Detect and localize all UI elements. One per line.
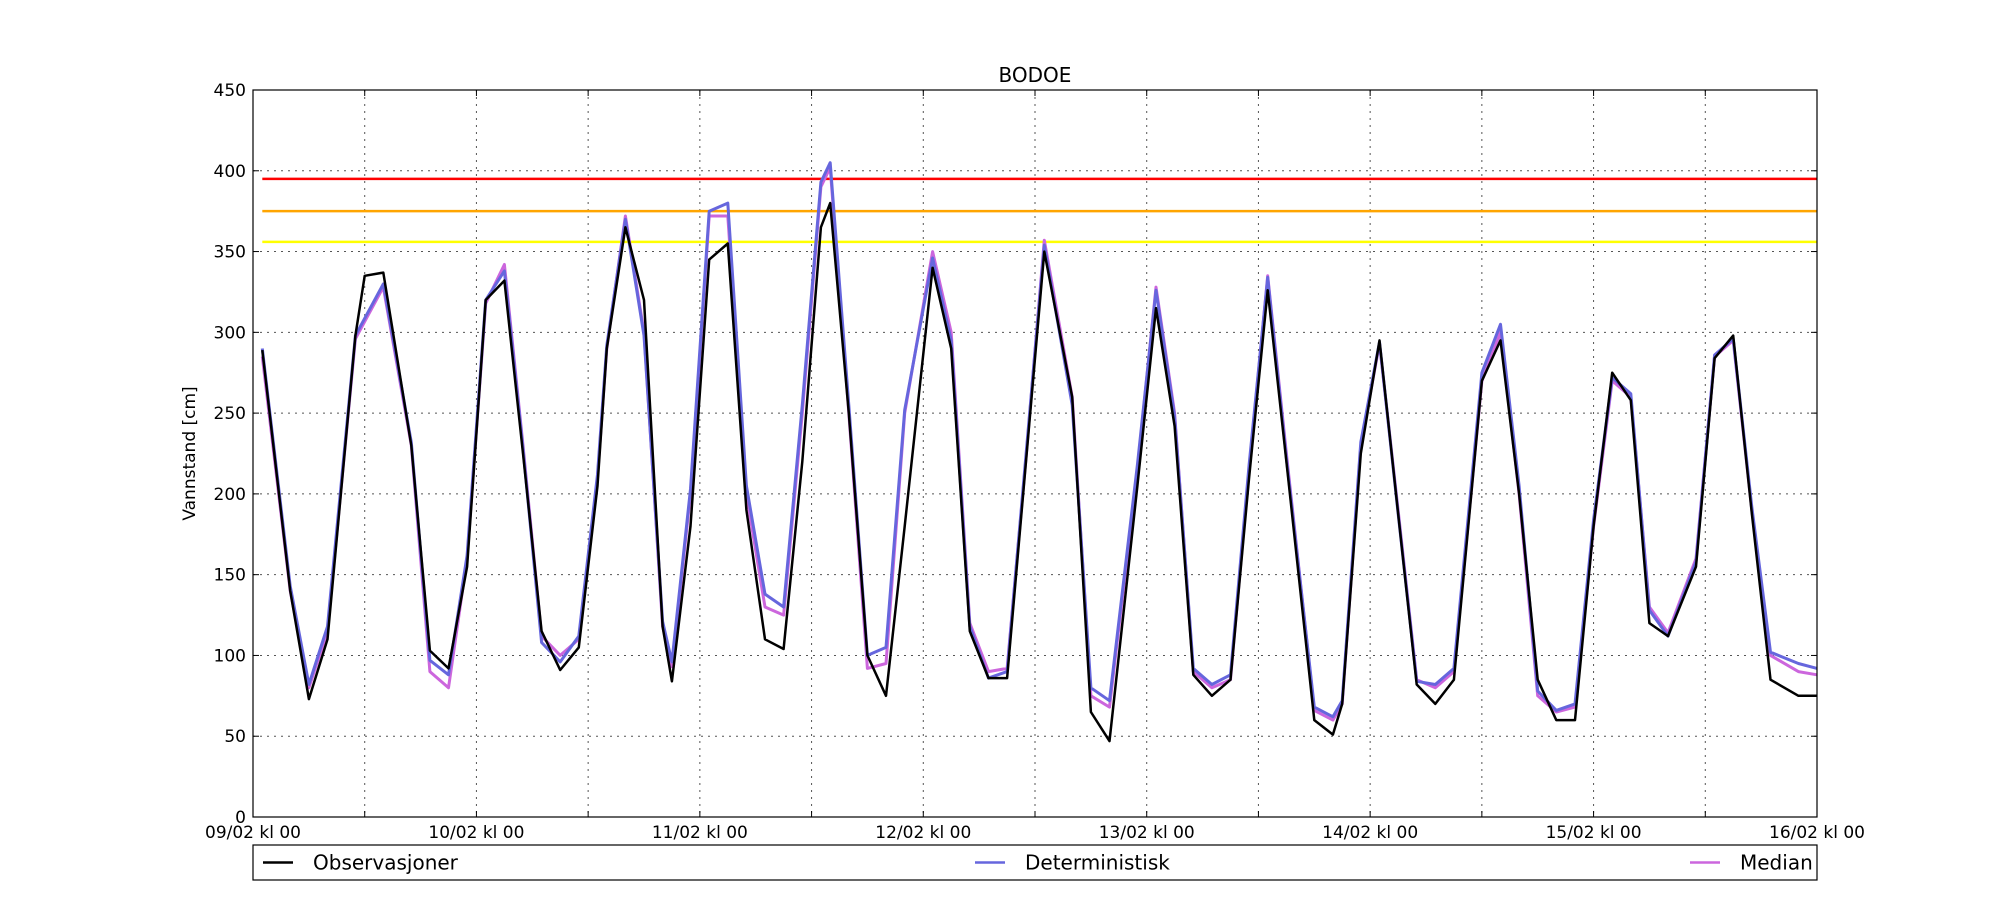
- y-tick-label: 300: [214, 323, 246, 343]
- x-tick-label: 16/02 kl 00: [1769, 823, 1865, 843]
- legend-label: Observasjoner: [313, 851, 459, 875]
- legend-label: Deterministisk: [1025, 851, 1170, 875]
- x-tick-label: 12/02 kl 00: [875, 823, 971, 843]
- legend-label: Median: [1740, 851, 1813, 875]
- y-axis-label: Vannstand [cm]: [180, 386, 200, 520]
- x-tick-label: 15/02 kl 00: [1546, 823, 1642, 843]
- axis-ticks: 0 50 100 150 200 250 300 350 400 450 09/02 kl 00 10…: [205, 81, 1865, 843]
- legend-box: [252, 844, 1818, 881]
- y-tick-label: 50: [224, 727, 246, 747]
- y-tick-label: 0: [235, 808, 246, 828]
- y-tick-label: 400: [214, 162, 246, 182]
- x-tick-label: 10/02 kl 00: [428, 823, 524, 843]
- x-tick-label: 13/02 kl 00: [1099, 823, 1195, 843]
- y-tick-label: 450: [214, 81, 246, 101]
- y-tick-label: 350: [214, 243, 246, 263]
- legend: Observasjoner Deterministisk Median: [252, 844, 1818, 881]
- x-tick-label: 11/02 kl 00: [652, 823, 748, 843]
- x-tick-label: 09/02 kl 00: [205, 823, 301, 843]
- series-lines: [260, 161, 1818, 743]
- threshold-lines: [262, 177, 1817, 244]
- chart-title: BODOE: [999, 63, 1072, 87]
- y-tick-label: 200: [214, 485, 246, 505]
- x-tick-label: 14/02 kl 00: [1322, 823, 1418, 843]
- y-tick-label: 100: [214, 646, 246, 666]
- grid: [253, 90, 1817, 817]
- y-tick-label: 150: [214, 566, 246, 586]
- y-tick-label: 250: [214, 404, 246, 424]
- series-line-observasjoner: [261, 201, 1817, 743]
